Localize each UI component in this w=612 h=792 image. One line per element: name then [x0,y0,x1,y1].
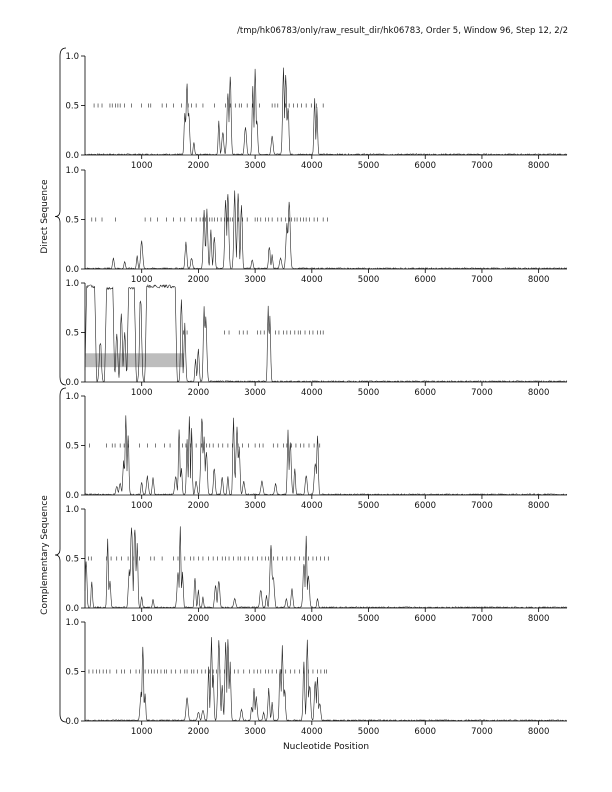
x-tick-label: 4000 [301,388,323,398]
signal-trace [84,526,568,609]
signal-trace [84,284,568,383]
group-braces: Direct Sequence Complementary Sequence [40,47,67,723]
x-tick-label: 7000 [471,727,493,737]
panel-5: 0.0 0.5 1.0 1000 2000 3000 4000 5000 6000 7000 800… [65,505,568,624]
x-tick-label: 8000 [528,501,550,511]
y-tick-label: 1.0 [65,279,79,289]
x-tick-label: 1000 [131,614,153,624]
x-tick-label: 5000 [358,275,380,285]
x-tick-label: 3000 [244,614,266,624]
group-label-complementary: Complementary Sequence [40,495,50,615]
highlight-region [85,353,185,368]
signal-trace [84,637,567,722]
x-tick-label: 4000 [301,501,323,511]
y-tick-label: 0.5 [65,329,79,339]
x-tick-label: 6000 [414,275,436,285]
x-tick-label: 7000 [471,501,493,511]
x-tick-label: 8000 [528,388,550,398]
panel-6: 0.0 0.5 1.0 1000 2000 3000 4000 5000 6000 7000 800… [65,618,567,737]
x-tick-label: 3000 [244,388,266,398]
x-tick-label: 1000 [131,727,153,737]
y-tick-label: 1.0 [65,392,79,402]
panel-4: 0.0 0.5 1.0 1000 2000 3000 4000 5000 6000 7000 800… [65,392,568,511]
x-tick-label: 7000 [471,388,493,398]
panel-3: 0.0 0.5 1.0 1000 2000 3000 4000 5000 6000 7000 800… [65,279,568,398]
panel-1: 0.0 0.5 1.0 1000 2000 3000 4000 5000 6000 7000 800… [65,52,568,171]
x-tick-label: 2000 [188,275,210,285]
y-tick-label: 0.0 [65,378,79,388]
y-tick-label: 0.0 [65,604,79,614]
x-tick-label: 1000 [131,501,153,511]
x-tick-label: 3000 [244,161,266,171]
y-tick-label: 0.0 [65,265,79,275]
y-tick-label: 0.5 [65,555,79,565]
x-tick-label: 7000 [471,161,493,171]
x-tick-label: 6000 [414,501,436,511]
page-title: /tmp/hk06783/only/raw_result_dir/hk06783… [237,26,568,36]
y-tick-label: 0.5 [65,668,79,678]
x-tick-label: 6000 [414,161,436,171]
x-tick-label: 4000 [301,614,323,624]
x-tick-label: 2000 [188,614,210,624]
y-tick-label: 1.0 [65,618,79,628]
signal-trace [84,415,568,496]
y-tick-label: 0.0 [65,491,79,501]
x-tick-label: 1000 [131,388,153,398]
brace-complementary [54,387,67,723]
y-tick-label: 1.0 [65,166,79,176]
y-tick-label: 0.0 [65,717,79,727]
x-tick-label: 4000 [301,727,323,737]
x-tick-label: 2000 [188,161,210,171]
x-tick-label: 6000 [414,614,436,624]
panel-2: 0.0 0.5 1.0 1000 2000 3000 4000 5000 6000 7000 800… [65,166,568,285]
x-tick-label: 4000 [301,161,323,171]
signal-trace [84,67,568,156]
x-tick-label: 4000 [301,275,323,285]
x-axis-title: Nucleotide Position [283,742,369,752]
x-tick-label: 5000 [358,501,380,511]
brace-direct [54,47,67,386]
x-tick-label: 7000 [471,275,493,285]
y-tick-label: 0.5 [65,442,79,452]
x-tick-label: 8000 [528,727,550,737]
y-tick-label: 1.0 [65,505,79,515]
y-tick-label: 0.0 [65,151,79,161]
x-tick-label: 7000 [471,614,493,624]
x-tick-label: 5000 [358,614,380,624]
signal-trace [84,190,568,270]
x-tick-label: 3000 [244,727,266,737]
y-tick-label: 1.0 [65,52,79,62]
y-tick-label: 0.5 [65,102,79,112]
x-tick-label: 6000 [414,388,436,398]
x-tick-label: 8000 [528,614,550,624]
group-label-direct: Direct Sequence [40,179,50,254]
x-tick-label: 8000 [528,275,550,285]
panels-group: 0.0 0.5 1.0 1000 2000 3000 4000 5000 6000 7000 800… [65,52,568,737]
x-tick-label: 5000 [358,161,380,171]
x-tick-label: 2000 [188,388,210,398]
x-tick-label: 3000 [244,501,266,511]
x-tick-label: 5000 [358,727,380,737]
x-tick-label: 1000 [131,161,153,171]
x-tick-label: 2000 [188,727,210,737]
x-tick-label: 6000 [414,727,436,737]
x-tick-label: 8000 [528,161,550,171]
x-tick-label: 3000 [244,275,266,285]
x-tick-label: 2000 [188,501,210,511]
y-tick-label: 0.5 [65,216,79,226]
x-tick-label: 1000 [131,275,153,285]
x-tick-label: 5000 [358,388,380,398]
